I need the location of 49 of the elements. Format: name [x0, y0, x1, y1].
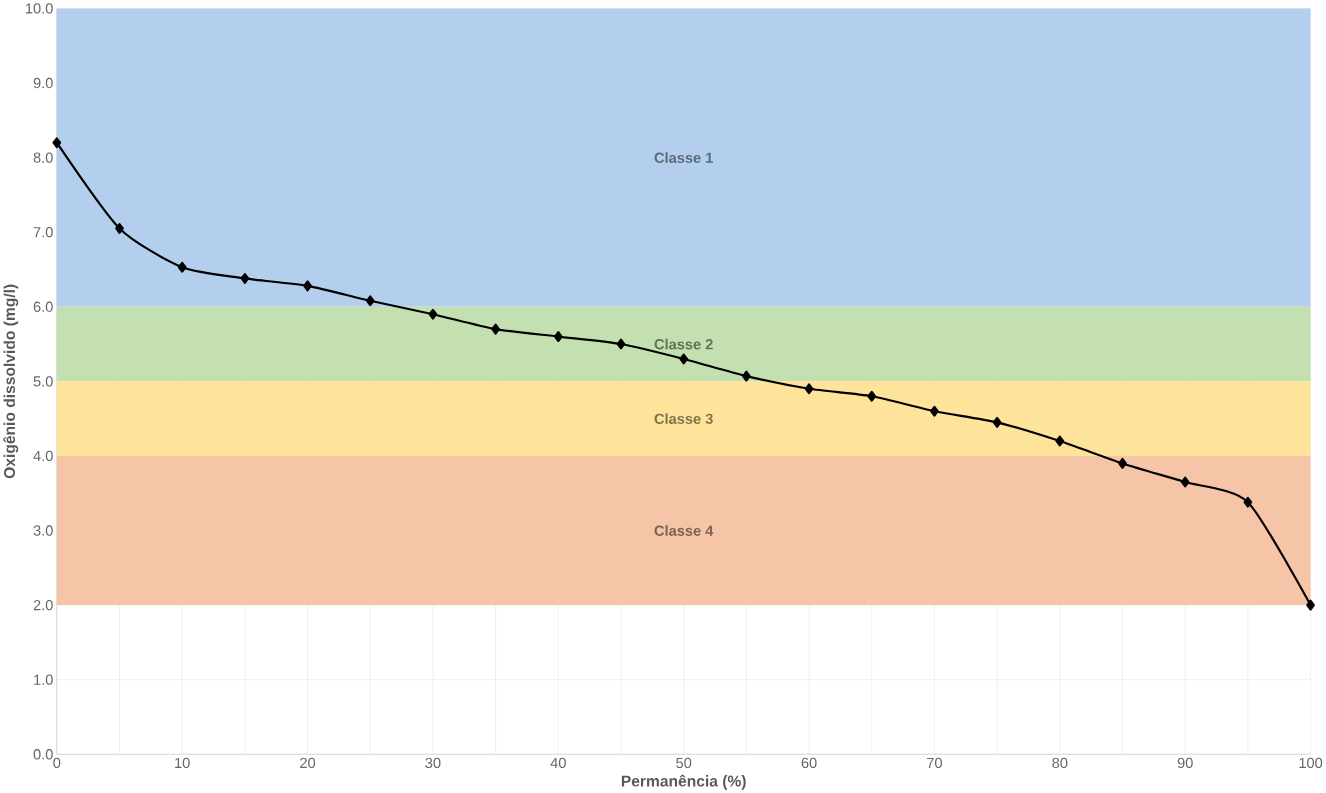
- x-tick-label: 80: [1052, 757, 1068, 769]
- point: [930, 405, 939, 417]
- x-tick-label: 0: [53, 757, 61, 769]
- x-tick-label: 20: [300, 757, 316, 769]
- point: [553, 331, 563, 343]
- point: [1055, 435, 1065, 447]
- point: [1306, 599, 1315, 611]
- band-label: Classe 4: [654, 525, 714, 536]
- y-axis-title: Oxigênio dissolvido (mg/l): [3, 284, 19, 479]
- point: [428, 308, 438, 320]
- y-tick-label: 7.0: [33, 227, 53, 238]
- x-tick-label: 100: [1299, 757, 1323, 769]
- x-tick-label: 90: [1177, 757, 1193, 769]
- point: [491, 323, 500, 335]
- y-tick-label: 10.0: [26, 3, 53, 14]
- point: [1180, 476, 1190, 488]
- point: [616, 338, 626, 350]
- x-tick-label: 10: [175, 757, 190, 769]
- x-tick-label: 50: [676, 757, 692, 769]
- point: [1118, 457, 1127, 469]
- x-tick-label: 40: [550, 757, 566, 769]
- point: [52, 137, 62, 149]
- x-tick-label: 70: [927, 757, 942, 769]
- band-label: Classe 2: [654, 338, 713, 350]
- y-tick-label: 1.0: [34, 674, 53, 685]
- x-tick-label: 30: [425, 757, 441, 769]
- x-axis-title: Permanência (%): [621, 774, 746, 790]
- y-tick-label: 9.0: [33, 77, 53, 89]
- point: [303, 280, 312, 292]
- y-tick-label: 0.0: [33, 749, 53, 760]
- y-tick-label: 5.0: [33, 376, 53, 387]
- point: [679, 353, 689, 365]
- point: [992, 416, 1002, 428]
- x-tick-label: 60: [801, 757, 817, 769]
- y-tick-label: 2.0: [33, 599, 53, 611]
- band-label: Classe 1: [654, 152, 713, 163]
- point: [867, 390, 877, 402]
- point: [742, 370, 751, 382]
- y-tick-label: 4.0: [33, 450, 53, 462]
- y-tick-label: 8.0: [33, 152, 53, 163]
- band-label: Classe 3: [654, 413, 713, 425]
- point: [365, 295, 375, 307]
- y-tick-label: 6.0: [33, 301, 53, 312]
- point: [804, 383, 814, 395]
- point: [240, 273, 250, 284]
- y-tick-label: 3.0: [33, 525, 53, 536]
- point: [177, 261, 187, 273]
- point: [1243, 496, 1253, 508]
- point: [115, 223, 124, 234]
